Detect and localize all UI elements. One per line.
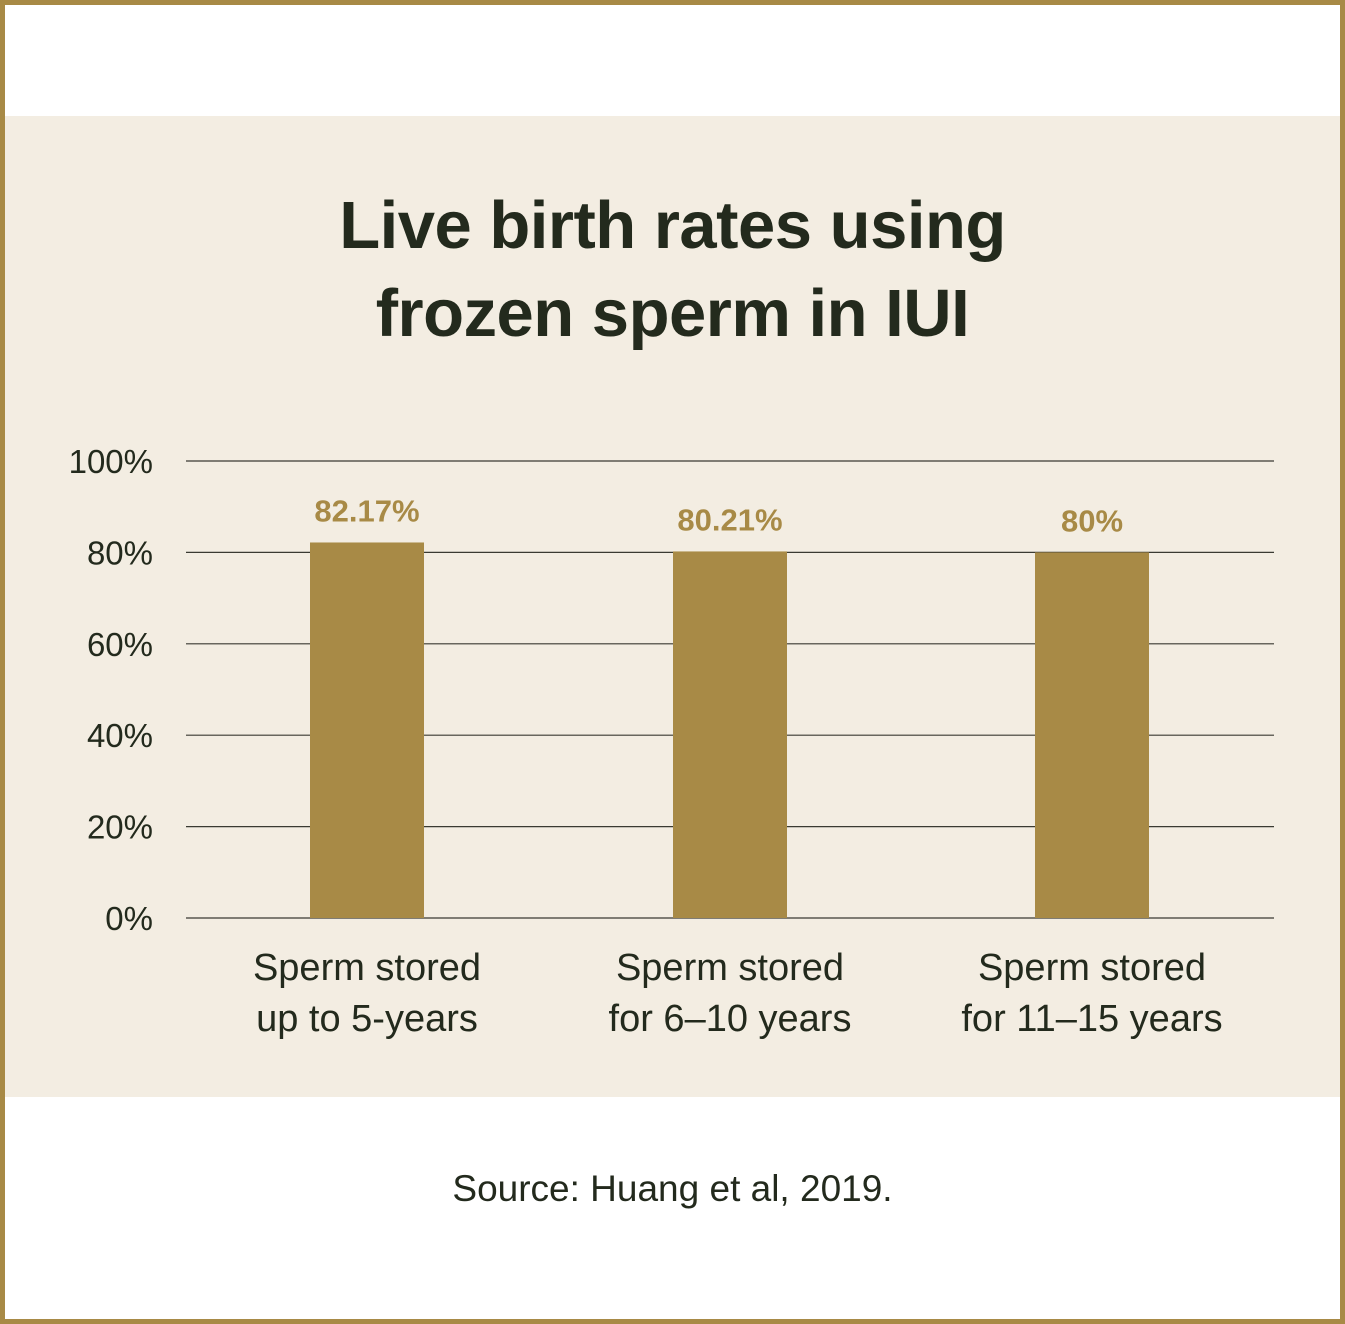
x-category-label: up to 5-years (256, 998, 478, 1040)
x-category-label: Sperm stored (253, 947, 481, 989)
x-category-label: Sperm stored (978, 947, 1206, 989)
y-tick-label: 0% (105, 900, 153, 937)
bar (673, 551, 787, 918)
y-tick-label: 40% (87, 717, 153, 754)
bar-value-label: 80.21% (677, 502, 782, 537)
chart-title: Live birth rates using frozen sperm in I… (0, 182, 1345, 358)
y-tick-label: 100% (69, 443, 153, 480)
chart-title-line-1: Live birth rates using (339, 188, 1006, 263)
chart-title-line-2: frozen sperm in IUI (375, 276, 970, 351)
bar-value-label: 80% (1061, 503, 1123, 538)
y-tick-label: 20% (87, 809, 153, 846)
x-category-label: for 6–10 years (609, 998, 852, 1040)
bar-value-label: 82.17% (314, 493, 419, 528)
x-category-label: Sperm stored (616, 947, 844, 989)
source-caption: Source: Huang et al, 2019. (452, 1168, 893, 1209)
x-category-label: for 11–15 years (961, 998, 1222, 1040)
y-tick-label: 60% (87, 626, 153, 663)
bar (310, 542, 424, 918)
bar (1035, 552, 1149, 918)
y-tick-label: 80% (87, 534, 153, 571)
